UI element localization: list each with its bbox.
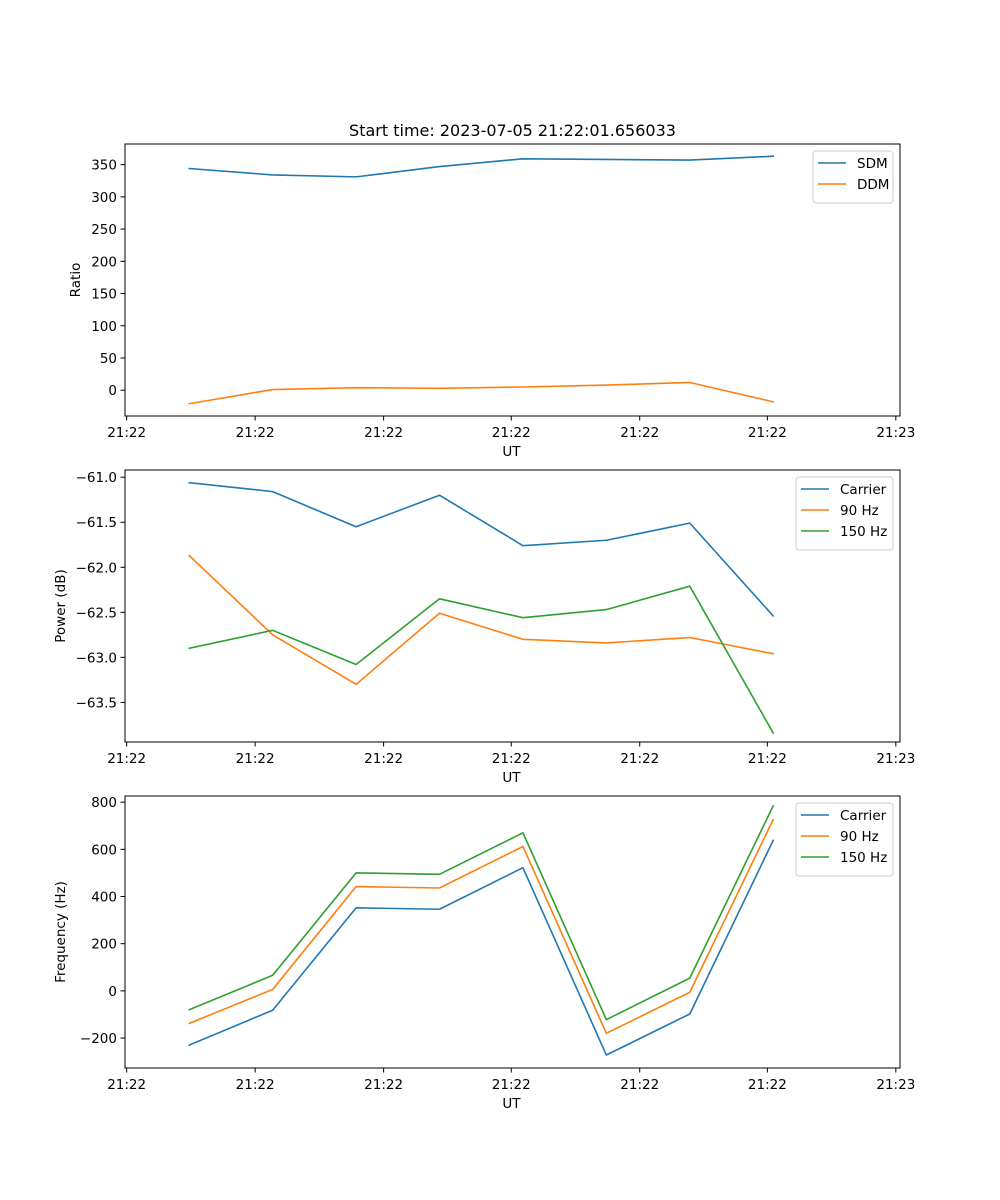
ratio-series-line-ddm [188, 381, 775, 405]
power-y-tick-label: −63.0 [76, 650, 117, 666]
ratio-y-tick-label: 200 [91, 254, 117, 270]
ratio-y-tick-label: 150 [91, 287, 117, 303]
ratio-series-line-sdm [188, 155, 775, 178]
ratio-y-tick-label: 50 [100, 351, 117, 367]
frequency-series-line-carrier [188, 839, 775, 1056]
power-legend: Carrier 90 Hz 150 Hz [795, 476, 894, 551]
power-x-tick-label: 21:22 [107, 751, 146, 767]
power-y-tick-label: −61.5 [76, 515, 117, 531]
power-legend-label: Carrier [840, 482, 887, 498]
power-legend-label: 90 Hz [840, 503, 879, 519]
ratio-y-tick-label: 250 [91, 222, 117, 238]
frequency-x-tick-label: 21:22 [236, 1077, 275, 1093]
ratio-y-tick-label: 0 [108, 383, 117, 399]
ratio-x-tick-label: 21:22 [364, 425, 403, 441]
frequency-y-tick-label: 800 [91, 795, 117, 811]
ratio-x-tick-label: 21:22 [748, 425, 787, 441]
frequency-x-tick-label: 21:22 [364, 1077, 403, 1093]
frequency-panel: 21:22 21:22 21:22 21:22 21:22 21:22 21:23 −200 0… [53, 795, 915, 1112]
power-series-line-90-hz [188, 554, 775, 686]
ratio-x-tick-label: 21:22 [107, 425, 146, 441]
frequency-y-tick-label: 200 [91, 937, 117, 953]
power-y-tick-label: −62.0 [76, 560, 117, 576]
frequency-axes-frame [124, 795, 901, 1069]
frequency-legend-label: 90 Hz [840, 829, 879, 845]
frequency-x-tick-label: 21:22 [492, 1077, 531, 1093]
ratio-legend-label: SDM [857, 156, 888, 172]
ratio-x-axis-label: UT [502, 444, 521, 460]
ratio-y-tick-label: 300 [91, 190, 117, 206]
power-x-tick-label: 21:22 [748, 751, 787, 767]
frequency-x-tick-label: 21:22 [107, 1077, 146, 1093]
power-series-line-150-hz [188, 585, 775, 735]
power-y-tick-label: −61.0 [76, 470, 117, 486]
frequency-y-axis-label: Frequency (Hz) [53, 881, 69, 983]
ratio-x-tick-label: 21:22 [492, 425, 531, 441]
power-x-tick-label: 21:22 [492, 751, 531, 767]
frequency-y-tick-label: 600 [91, 842, 117, 858]
ratio-y-tick-label: 350 [91, 158, 117, 174]
frequency-y-tick-label: 0 [108, 984, 117, 1000]
frequency-legend-label: 150 Hz [840, 850, 887, 866]
power-y-tick-label: −62.5 [76, 605, 117, 621]
power-x-tick-label: 21:22 [236, 751, 275, 767]
frequency-series-line-150-hz [188, 804, 775, 1021]
power-y-tick-label: −63.5 [76, 695, 117, 711]
frequency-y-tick-label: −200 [80, 1031, 117, 1047]
ratio-x-tick-label: 21:23 [876, 425, 915, 441]
ratio-legend-label: DDM [857, 177, 889, 193]
frequency-x-tick-label: 21:23 [876, 1077, 915, 1093]
frequency-series-line-90-hz [188, 818, 775, 1035]
ratio-x-tick-label: 21:22 [620, 425, 659, 441]
ratio-y-axis-label: Ratio [68, 263, 84, 298]
ratio-axes-frame [124, 143, 901, 417]
power-panel: 21:22 21:22 21:22 21:22 21:22 21:22 21:23 −63.5… [53, 469, 915, 786]
power-axes-frame [124, 469, 901, 743]
frequency-x-tick-label: 21:22 [748, 1077, 787, 1093]
power-x-tick-label: 21:23 [876, 751, 915, 767]
frequency-legend-label: Carrier [840, 808, 887, 824]
frequency-legend: Carrier 90 Hz 150 Hz [795, 802, 894, 877]
chart-title: Start time: 2023-07-05 21:22:01.656033 [349, 121, 676, 140]
ratio-x-tick-label: 21:22 [236, 425, 275, 441]
frequency-x-tick-label: 21:22 [620, 1077, 659, 1093]
ratio-panel: 21:22 21:22 21:22 21:22 21:22 21:22 21:23 0 50 10… [68, 143, 915, 460]
power-x-tick-label: 21:22 [620, 751, 659, 767]
power-legend-label: 150 Hz [840, 524, 887, 540]
frequency-x-axis-label: UT [502, 1096, 521, 1112]
power-series-line-carrier [188, 481, 775, 618]
power-x-tick-label: 21:22 [364, 751, 403, 767]
power-y-axis-label: Power (dB) [53, 569, 69, 642]
frequency-y-tick-label: 400 [91, 889, 117, 905]
power-x-axis-label: UT [502, 770, 521, 786]
ratio-legend: SDM DDM [812, 150, 894, 204]
ratio-legend-box [812, 150, 894, 204]
ratio-y-tick-label: 100 [91, 319, 117, 335]
